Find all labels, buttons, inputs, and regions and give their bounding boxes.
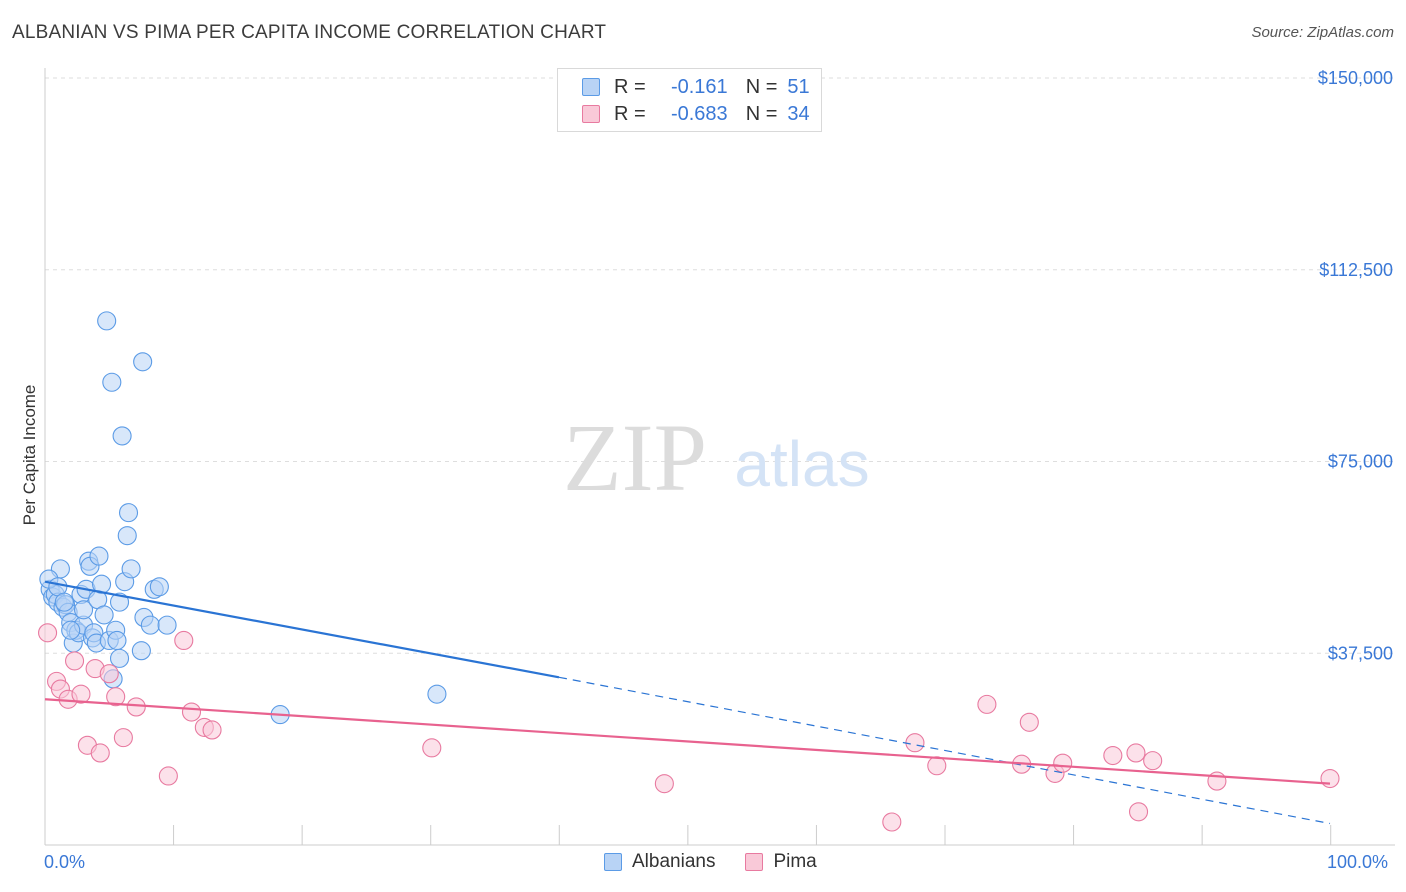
stats-legend: R = -0.161 N = 51 R = -0.683 N = 34: [557, 68, 822, 132]
r-label: R =: [614, 102, 646, 125]
n-label: N =: [745, 102, 778, 125]
pima-point: [106, 687, 126, 707]
albanians-point: [109, 648, 130, 668]
albanians-swatch: [582, 78, 600, 96]
axes: [44, 68, 1395, 846]
albanians-point: [112, 426, 132, 446]
pima-point: [422, 738, 442, 758]
pima-point: [202, 720, 222, 740]
legend-row-albanians: R = -0.161 N = 51: [582, 75, 810, 99]
pima-points: [38, 623, 1340, 832]
legend-item-pima: Pima: [745, 851, 817, 873]
pima-point: [90, 743, 110, 763]
albanians-point: [118, 503, 139, 523]
r-value: -0.683: [670, 102, 728, 125]
pima-point: [38, 623, 58, 643]
pima-point: [174, 630, 194, 651]
albanians-point: [74, 600, 94, 620]
pima-point: [1320, 768, 1340, 789]
albanians-point: [97, 311, 117, 331]
y-axis-label: Per Capita Income: [20, 384, 39, 526]
y-tick-labels: $37,500 $75,000 $112,500 $150,000: [1318, 68, 1393, 663]
albanians-point: [133, 352, 153, 372]
pima-point: [1103, 745, 1123, 766]
albanians-point: [94, 605, 114, 625]
pima-point: [977, 694, 997, 714]
albanians-point: [54, 592, 74, 612]
x-tick-label-min: 0.0%: [44, 852, 86, 872]
albanians-point: [149, 577, 169, 597]
albanians-point: [61, 620, 81, 640]
pima-point: [113, 728, 133, 748]
albanians-point: [427, 684, 447, 704]
albanians-point: [109, 592, 130, 612]
pima-point: [1126, 743, 1146, 763]
watermark-atlas: atlas: [734, 428, 869, 500]
pima-trend-line: [44, 698, 1331, 785]
albanians-trend-extension: [558, 676, 1331, 825]
albanians-point: [89, 546, 109, 566]
r-value: -0.161: [670, 75, 728, 98]
pima-point: [126, 697, 146, 717]
pima-point: [1019, 712, 1039, 732]
watermark-zip: ZIP: [563, 404, 707, 511]
albanians-points: [39, 311, 447, 725]
albanians-point: [140, 615, 160, 635]
pima-point: [905, 733, 925, 753]
albanians-point: [107, 630, 127, 651]
albanians-point: [131, 641, 151, 661]
pima-point: [99, 664, 119, 684]
albanians-legend-label: Albanians: [632, 851, 716, 872]
albanians-trend-line: [44, 580, 560, 679]
pima-legend-label: Pima: [773, 851, 817, 872]
pima-swatch: [582, 105, 600, 123]
pima-point: [181, 702, 202, 722]
watermark: ZIP atlas: [563, 404, 870, 511]
albanians-point: [121, 559, 141, 579]
albanians-point: [117, 526, 137, 546]
x-tick-label-max: 100.0%: [1327, 852, 1389, 872]
legend-row-pima: R = -0.683 N = 34: [582, 102, 810, 126]
y-tick-label: $37,500: [1328, 643, 1393, 663]
albanians-point: [157, 615, 177, 635]
pima-point: [1128, 802, 1149, 822]
pima-point: [882, 812, 902, 832]
n-value: 34: [787, 102, 810, 125]
source-label: Source: ZipAtlas.com: [1251, 24, 1394, 41]
pima-point: [71, 684, 91, 704]
pima-point: [158, 766, 178, 786]
pima-point: [1053, 753, 1073, 773]
albanians-point: [102, 372, 122, 392]
n-label: N =: [745, 75, 778, 98]
pima-point: [654, 774, 674, 794]
gridlines: [45, 77, 1395, 654]
trend-lines: [44, 580, 1331, 825]
legend-item-albanians: Albanians: [604, 851, 715, 873]
pima-point: [1143, 751, 1163, 771]
n-value: 51: [787, 75, 810, 98]
y-tick-label: $112,500: [1319, 260, 1393, 280]
chart-title: ALBANIAN VS PIMA PER CAPITA INCOME CORRE…: [12, 22, 607, 43]
albanians-legend-swatch: [604, 853, 622, 871]
y-tick-label: $75,000: [1328, 452, 1393, 472]
pima-point: [65, 651, 85, 671]
pima-legend-swatch: [745, 853, 764, 871]
series-legend: Albanians Pima: [604, 851, 847, 873]
pima-point: [927, 756, 947, 776]
y-tick-label: $150,000: [1318, 68, 1393, 88]
r-label: R =: [614, 75, 646, 98]
